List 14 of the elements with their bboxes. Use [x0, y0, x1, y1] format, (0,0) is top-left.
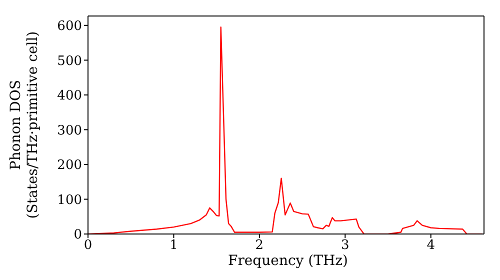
y-axis-title: Phonon DOS (States/THz·primitive cell) [8, 31, 41, 219]
y-tick-label: 500 [57, 54, 82, 69]
x-tick-label: 1 [170, 238, 178, 254]
y-tick-label: 0 [74, 228, 82, 243]
y-tick-label: 200 [57, 158, 82, 174]
x-tick-label: 3 [341, 238, 350, 254]
y-tick-label: 400 [57, 88, 82, 104]
y-tick-label: 600 [57, 19, 82, 34]
x-tick-label: 2 [255, 238, 264, 254]
y-tick-label: 300 [57, 123, 82, 138]
x-tick-label: 4 [426, 238, 435, 254]
y-tick-label: 100 [57, 192, 82, 208]
x-axis-title: Frequency (THz) [228, 253, 348, 269]
x-tick-label: 0 [84, 238, 92, 254]
